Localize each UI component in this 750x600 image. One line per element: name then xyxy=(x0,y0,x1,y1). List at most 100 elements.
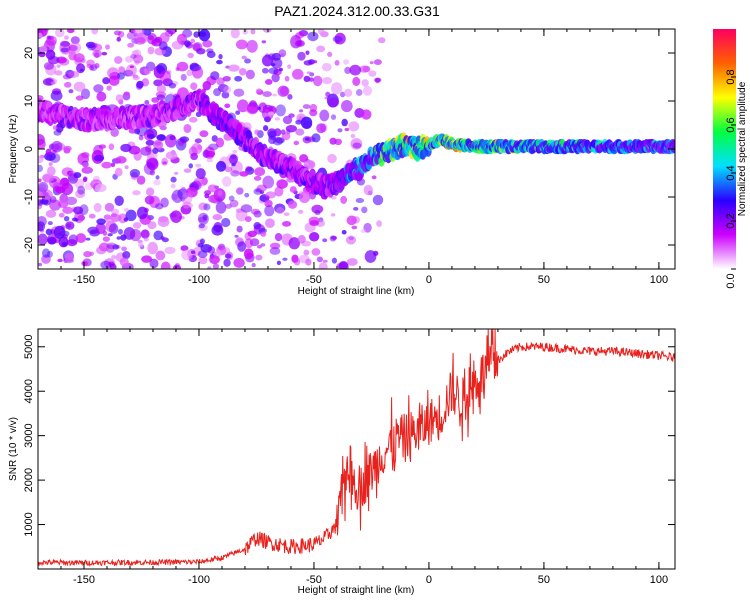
heatmap-noise-cell xyxy=(282,257,288,261)
heatmap-noise-cell xyxy=(114,195,124,206)
heatmap-noise-cell xyxy=(127,42,135,48)
heatmap-noise-cell xyxy=(229,154,238,165)
heatmap-noise-cell xyxy=(309,220,320,227)
heatmap-noise-cell xyxy=(285,124,297,133)
heatmap-noise-cell xyxy=(190,250,196,254)
heatmap-noise-cell xyxy=(299,109,304,113)
heatmap-noise-cell xyxy=(346,215,357,226)
heatmap-noise-cell xyxy=(228,64,240,72)
heatmap-noise-cell xyxy=(267,111,275,116)
heatmap-noise-cell xyxy=(284,75,290,82)
heatmap-noise-cell xyxy=(251,263,256,268)
heatmap-noise-cell xyxy=(212,263,220,269)
heatmap-noise-cell xyxy=(360,229,367,233)
heatmap-noise-cell xyxy=(325,91,331,97)
heatmap-noise-cell xyxy=(60,47,69,53)
heatmap-noise-cell xyxy=(264,108,270,114)
heatmap-noise-cell xyxy=(68,45,78,52)
heatmap-noise-cell xyxy=(261,40,267,44)
x-tick-label: 0 xyxy=(426,274,432,286)
heatmap-noise-cell xyxy=(236,187,244,195)
x-tick-label: -50 xyxy=(306,274,322,286)
heatmap-noise-cell xyxy=(312,75,323,87)
y-tick-label: 1000 xyxy=(23,512,35,536)
heatmap-noise-cell xyxy=(55,186,66,194)
y-tick-label: 0 xyxy=(23,146,35,152)
heatmap-noise-cell xyxy=(216,161,227,172)
heatmap-noise-cell xyxy=(372,194,384,206)
heatmap-noise-cell xyxy=(106,242,117,249)
heatmap-noise-cell xyxy=(314,209,321,216)
heatmap-noise-cell xyxy=(180,73,187,81)
heatmap-noise-cell xyxy=(122,250,131,260)
heatmap-noise-cell xyxy=(330,114,337,120)
heatmap-noise-cell xyxy=(116,36,122,42)
heatmap-noise-cell xyxy=(291,68,304,80)
heatmap-noise-cell xyxy=(223,258,231,267)
heatmap-noise-cell xyxy=(116,236,121,240)
heatmap-noise-cell xyxy=(207,184,218,193)
heatmap-noise-cell xyxy=(182,201,191,209)
heatmap-noise-cell xyxy=(364,250,377,263)
heatmap-noise-cell xyxy=(38,202,43,210)
heatmap-noise-cell xyxy=(299,154,309,163)
heatmap-noise-cell xyxy=(45,154,53,161)
heatmap-noise-cell xyxy=(278,67,283,72)
heatmap-noise-cell xyxy=(156,94,166,101)
heatmap-noise-cell xyxy=(119,257,129,267)
heatmap-noise-cell xyxy=(361,79,369,87)
heatmap-noise-cell xyxy=(361,109,372,120)
heatmap-noise-cell xyxy=(126,64,137,77)
heatmap-noise-cell xyxy=(200,177,208,186)
heatmap-noise-cell xyxy=(253,188,263,195)
heatmap-noise-cell xyxy=(156,84,167,94)
heatmap-noise-cell xyxy=(54,70,63,76)
heatmap-noise-cell xyxy=(295,119,302,125)
heatmap-noise-cell xyxy=(132,190,141,196)
heatmap-noise-cell xyxy=(149,258,159,269)
heatmap-noise-cell xyxy=(45,209,57,218)
colorbar-tick-label: 0.4 xyxy=(725,165,737,180)
heatmap-noise-cell xyxy=(83,251,92,258)
heatmap-noise-cell xyxy=(265,218,275,229)
heatmap-noise-cell xyxy=(348,121,360,132)
heatmap-noise-cell xyxy=(327,153,337,164)
heatmap-noise-cell xyxy=(224,253,232,259)
heatmap-noise-cell xyxy=(186,69,193,77)
heatmap-noise-cell xyxy=(125,209,137,222)
heatmap-noise-cell xyxy=(281,220,292,227)
snr-plot-area xyxy=(38,329,675,569)
heatmap-noise-cell xyxy=(130,54,137,59)
heatmap-noise-cell xyxy=(171,40,184,50)
heatmap-noise-cell xyxy=(87,44,96,51)
heatmap-noise-cell xyxy=(334,60,340,66)
heatmap-noise-cell xyxy=(38,164,43,173)
heatmap-noise-cell xyxy=(47,236,57,245)
heatmap-noise-cell xyxy=(230,29,240,39)
heatmap-noise-cell xyxy=(297,51,306,61)
heatmap-noise-cell xyxy=(145,140,155,146)
heatmap-noise-cell xyxy=(203,203,211,211)
heatmap-noise-cell xyxy=(230,170,240,177)
heatmap-noise-cell xyxy=(171,189,184,203)
heatmap-noise-cell xyxy=(371,175,377,180)
heatmap-noise-cell xyxy=(308,231,320,242)
heatmap-noise-cell xyxy=(253,175,262,181)
heatmap-noise-cell xyxy=(337,128,343,133)
heatmap-noise-cell xyxy=(306,71,311,74)
heatmap-noise-cell xyxy=(322,259,328,263)
heatmap-noise-cell xyxy=(198,29,211,42)
y-tick-label: 4000 xyxy=(23,379,35,403)
heatmap-noise-cell xyxy=(331,82,343,95)
heatmap-noise-cell xyxy=(350,133,356,139)
heatmap-noise-cell xyxy=(73,81,86,92)
heatmap-noise-cell xyxy=(263,125,269,132)
heatmap-noise-cell xyxy=(338,260,349,269)
heatmap-noise-cell xyxy=(255,254,263,261)
heatmap-noise-cell xyxy=(234,75,243,82)
heatmap-noise-cell xyxy=(143,67,152,75)
heatmap-noise-cell xyxy=(64,252,74,264)
heatmap-noise-cell xyxy=(293,140,300,146)
heatmap-noise-cell xyxy=(302,104,311,110)
heatmap-noise-cell xyxy=(131,50,139,56)
